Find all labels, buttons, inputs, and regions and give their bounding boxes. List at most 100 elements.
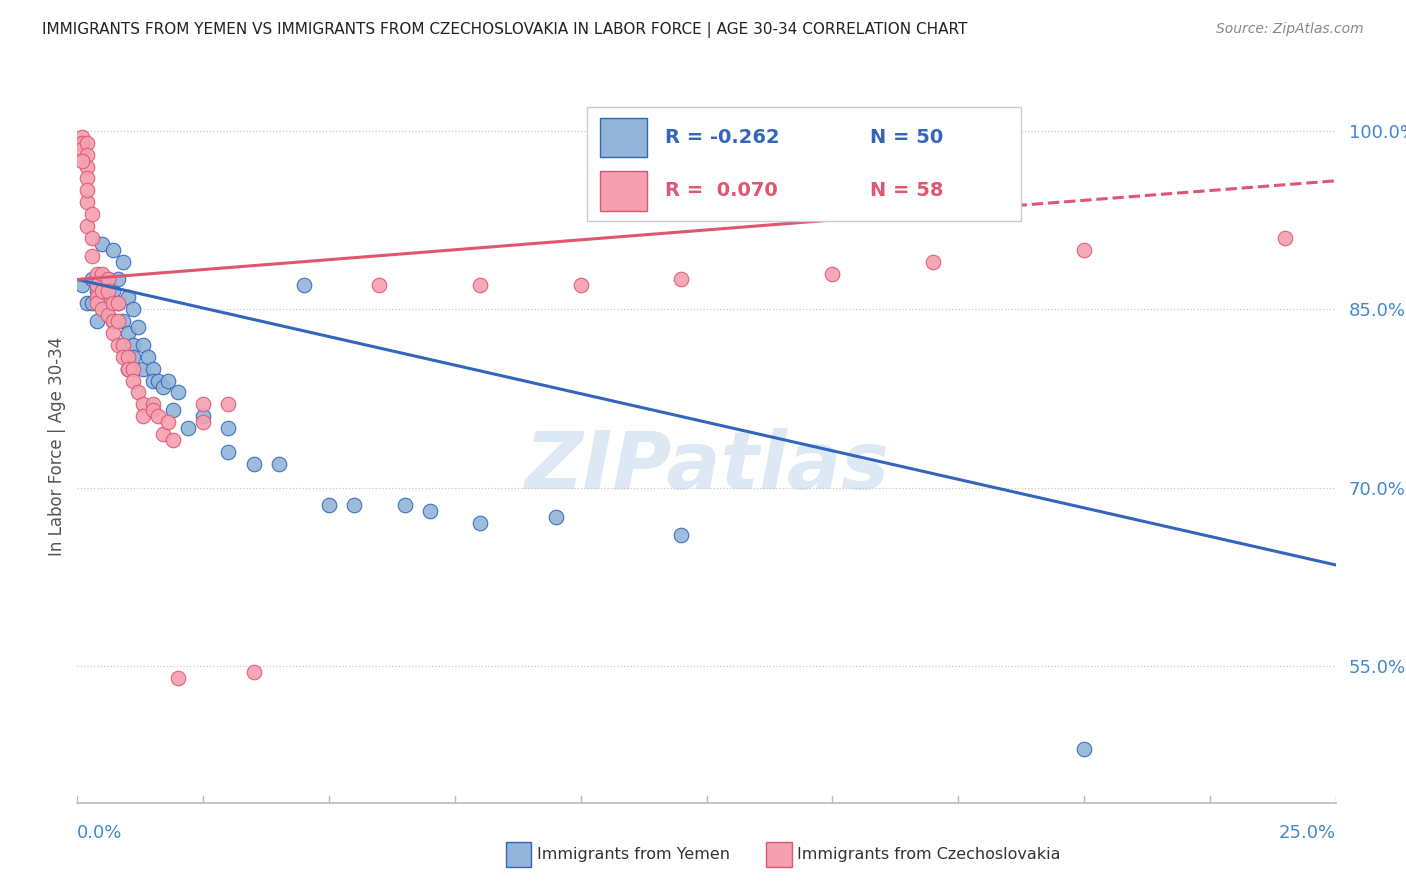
Point: [96, 285, 118, 299]
Bar: [599, 171, 647, 211]
Point: [394, 499, 416, 513]
Point: [76, 183, 98, 197]
Point: [152, 427, 174, 442]
Point: [156, 415, 179, 429]
Point: [117, 290, 139, 304]
Point: [86, 290, 108, 304]
Text: N = 50: N = 50: [870, 128, 943, 146]
Point: [132, 361, 155, 376]
Point: [127, 320, 149, 334]
Point: [101, 314, 124, 328]
Point: [544, 510, 567, 524]
Point: [91, 285, 114, 299]
Text: R =  0.070: R = 0.070: [665, 181, 778, 200]
Point: [468, 278, 491, 293]
Point: [156, 374, 179, 388]
Text: Immigrants from Czechoslovakia: Immigrants from Czechoslovakia: [797, 847, 1060, 862]
Point: [146, 409, 169, 424]
Point: [1073, 243, 1095, 257]
Point: [111, 338, 134, 352]
Text: R = -0.262: R = -0.262: [665, 128, 779, 146]
Point: [152, 379, 174, 393]
Point: [86, 267, 108, 281]
Point: [111, 350, 134, 364]
Point: [76, 195, 98, 210]
Point: [1274, 231, 1296, 245]
Point: [468, 516, 491, 531]
Point: [72, 153, 94, 168]
Point: [132, 397, 155, 411]
Bar: [599, 118, 647, 157]
Point: [821, 267, 844, 281]
Point: [117, 361, 139, 376]
Point: [117, 326, 139, 340]
Point: [162, 403, 184, 417]
Point: [121, 338, 143, 352]
Point: [86, 285, 108, 299]
Point: [82, 296, 104, 310]
Point: [72, 278, 94, 293]
Point: [162, 433, 184, 447]
Point: [121, 350, 143, 364]
Text: Source: ZipAtlas.com: Source: ZipAtlas.com: [1216, 22, 1364, 37]
Point: [191, 415, 215, 429]
Point: [292, 278, 315, 293]
Point: [132, 338, 155, 352]
Point: [671, 272, 693, 286]
Point: [86, 314, 108, 328]
Text: Immigrants from Yemen: Immigrants from Yemen: [537, 847, 730, 862]
Point: [91, 302, 114, 317]
Point: [368, 278, 391, 293]
Point: [1073, 742, 1095, 756]
Point: [142, 374, 165, 388]
Point: [101, 243, 124, 257]
Point: [671, 528, 693, 542]
Point: [121, 302, 143, 317]
Point: [76, 147, 98, 161]
Point: [72, 129, 94, 144]
Point: [127, 385, 149, 400]
Point: [96, 272, 118, 286]
Point: [111, 338, 134, 352]
Text: 0.0%: 0.0%: [77, 824, 122, 842]
Point: [76, 171, 98, 186]
Point: [107, 314, 129, 328]
FancyBboxPatch shape: [586, 107, 1021, 221]
Point: [101, 314, 124, 328]
Point: [318, 499, 340, 513]
Point: [922, 254, 945, 268]
Point: [191, 409, 215, 424]
Point: [107, 272, 129, 286]
Point: [96, 308, 118, 322]
Point: [72, 136, 94, 150]
Point: [76, 136, 98, 150]
Point: [111, 314, 134, 328]
Point: [101, 296, 124, 310]
Point: [217, 421, 239, 435]
Point: [111, 254, 134, 268]
Point: [267, 457, 290, 471]
Point: [91, 285, 114, 299]
Point: [96, 290, 118, 304]
Point: [82, 272, 104, 286]
Point: [167, 671, 190, 685]
Point: [569, 278, 592, 293]
Text: 25.0%: 25.0%: [1278, 824, 1336, 842]
Point: [242, 665, 264, 679]
Point: [117, 361, 139, 376]
Point: [121, 361, 143, 376]
Point: [142, 397, 165, 411]
Point: [217, 397, 239, 411]
Text: N = 58: N = 58: [870, 181, 943, 200]
Point: [242, 457, 264, 471]
Point: [177, 421, 200, 435]
Point: [76, 219, 98, 233]
Point: [82, 231, 104, 245]
Point: [217, 445, 239, 459]
Point: [91, 236, 114, 251]
Point: [146, 374, 169, 388]
Text: ZIPatlas: ZIPatlas: [524, 428, 889, 507]
Point: [82, 249, 104, 263]
Point: [91, 267, 114, 281]
Point: [72, 142, 94, 156]
